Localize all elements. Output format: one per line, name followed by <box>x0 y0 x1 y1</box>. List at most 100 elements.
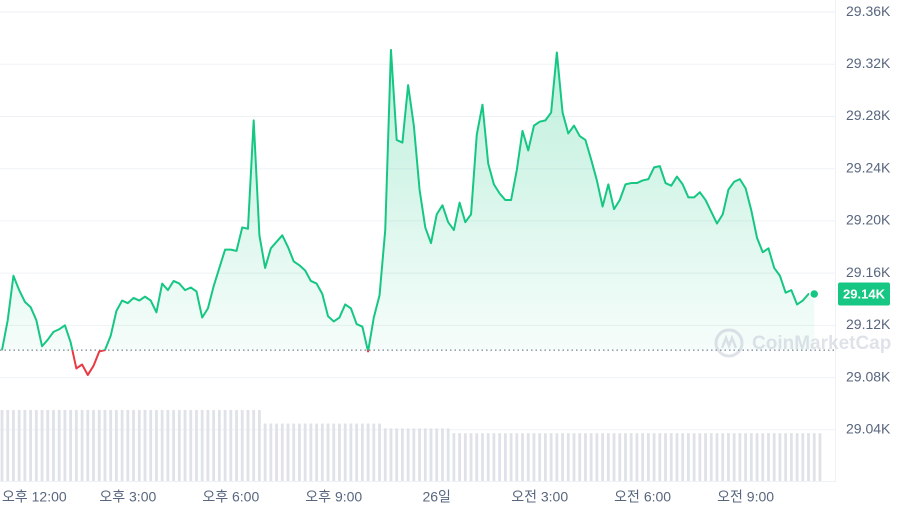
volume-bar <box>115 410 118 482</box>
volume-bar <box>509 433 513 482</box>
volume-bar <box>549 433 553 482</box>
volume-bar <box>280 423 284 482</box>
volume-bar <box>246 410 250 482</box>
y-tick-label: 29.20K <box>846 212 891 228</box>
x-tick-label: 오후 12:00 <box>2 489 67 505</box>
volume-bars <box>0 410 822 482</box>
volume-bar <box>749 433 753 482</box>
volume-bar <box>812 433 816 482</box>
volume-bar <box>772 433 776 482</box>
volume-bar <box>458 433 461 482</box>
volume-bar <box>34 410 38 482</box>
volume-bar <box>40 410 44 482</box>
volume-bar <box>423 428 427 482</box>
volume-bar <box>778 433 782 482</box>
volume-bar <box>6 410 10 482</box>
volume-bar <box>463 433 467 482</box>
volume-bar <box>606 433 610 482</box>
volume-bar <box>492 433 496 482</box>
volume-bar <box>664 433 667 482</box>
volume-bar <box>595 433 599 482</box>
volume-bar <box>401 428 404 482</box>
x-tick-label: 오전 3:00 <box>511 489 568 505</box>
y-tick-label: 29.04K <box>846 420 891 436</box>
y-tick-label: 29.32K <box>846 55 891 71</box>
volume-bar <box>709 433 713 482</box>
volume-bar <box>57 410 61 482</box>
volume-bar <box>126 410 130 482</box>
volume-bar <box>755 433 759 482</box>
current-price-box <box>838 282 890 306</box>
volume-bar <box>412 428 416 482</box>
watermark: CoinMarketCap <box>714 328 891 358</box>
volume-bar <box>252 410 256 482</box>
y-tick-label: 29.16K <box>846 264 891 280</box>
volume-bar <box>515 433 519 482</box>
y-tick-label: 29.12K <box>846 316 891 332</box>
volume-bar <box>744 433 747 482</box>
volume-bar <box>452 433 456 482</box>
volume-bar <box>624 433 627 482</box>
volume-bar <box>441 428 444 482</box>
volume-bar <box>669 433 673 482</box>
volume-bar <box>74 410 78 482</box>
volume-bar <box>732 433 736 482</box>
x-tick-label: 26일 <box>422 489 450 505</box>
volume-bar <box>298 423 301 482</box>
volume-bar <box>486 433 490 482</box>
volume-bar <box>343 423 347 482</box>
y-tick-label: 29.08K <box>846 368 891 384</box>
volume-bar <box>269 423 273 482</box>
volume-bar <box>338 423 341 482</box>
volume-bar <box>675 433 679 482</box>
volume-bar <box>97 410 101 482</box>
volume-bar <box>795 433 799 482</box>
volume-bar <box>687 433 690 482</box>
volume-bar <box>303 423 307 482</box>
volume-bar <box>195 410 198 482</box>
volume-bar <box>235 410 238 482</box>
current-point <box>808 288 820 300</box>
volume-bar <box>46 410 50 482</box>
volume-bar <box>92 410 95 482</box>
volume-bar <box>200 410 204 482</box>
volume-bar <box>355 423 359 482</box>
volume-bar <box>286 423 290 482</box>
volume-bar <box>389 428 393 482</box>
volume-bar <box>561 433 564 482</box>
volume-bar <box>0 410 4 482</box>
volume-bar <box>807 433 810 482</box>
volume-bar <box>704 433 707 482</box>
volume-bar <box>17 410 21 482</box>
volume-bar <box>349 423 353 482</box>
volume-bar <box>429 428 433 482</box>
volume-bar <box>315 423 318 482</box>
volume-bar <box>332 423 336 482</box>
volume-bar <box>715 433 719 482</box>
volume-bar <box>727 433 730 482</box>
volume-bar <box>818 433 822 482</box>
volume-bar <box>698 433 702 482</box>
volume-bar <box>258 410 261 482</box>
volume-bar <box>721 433 725 482</box>
volume-bar <box>212 410 216 482</box>
volume-bar <box>435 428 439 482</box>
price-line <box>0 48 835 376</box>
volume-bar <box>612 433 616 482</box>
volume-bar <box>206 410 210 482</box>
volume-bar <box>503 433 507 482</box>
volume-bar <box>132 410 135 482</box>
x-tick-label: 오전 9:00 <box>717 489 774 505</box>
volume-bar <box>584 433 587 482</box>
volume-bar <box>475 433 479 482</box>
price-line-up <box>1 48 815 351</box>
volume-bar <box>544 433 547 482</box>
watermark-text: CoinMarketCap <box>752 333 891 354</box>
volume-bar <box>767 433 770 482</box>
volume-bar <box>378 423 381 482</box>
volume-bar <box>229 410 233 482</box>
volume-bar <box>372 423 376 482</box>
volume-bar <box>137 410 141 482</box>
